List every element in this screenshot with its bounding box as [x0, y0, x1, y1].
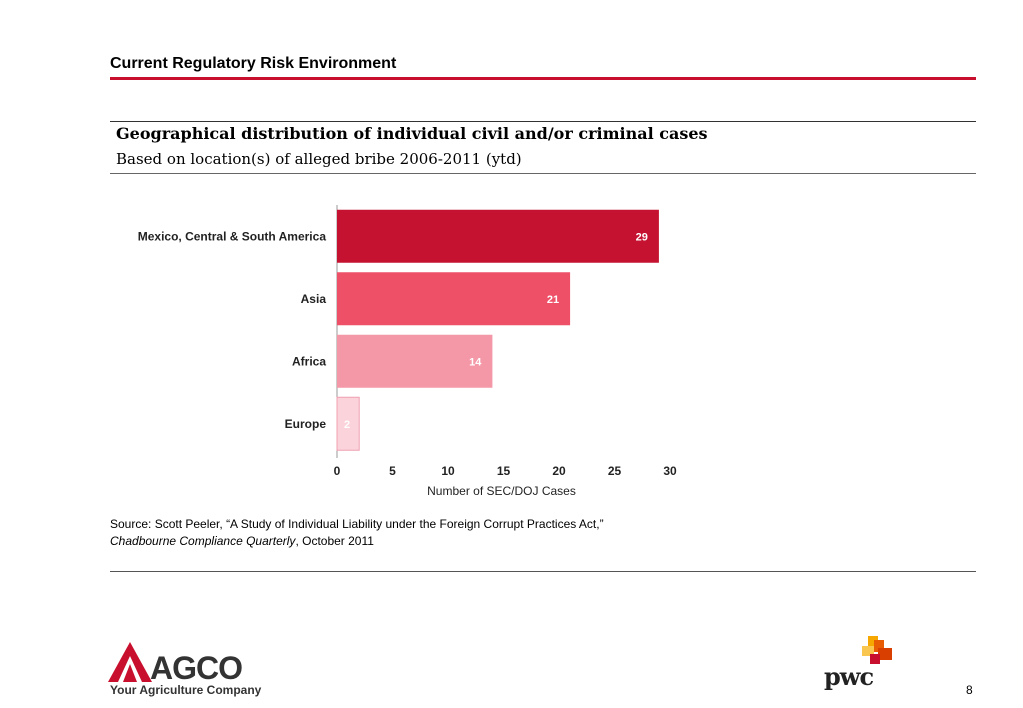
pwc-logo: pwc — [822, 634, 902, 694]
heading-top-rule — [110, 121, 976, 122]
agco-wordmark: AGCO — [150, 650, 243, 686]
bottom-rule — [110, 571, 976, 572]
data-label: 14 — [469, 356, 482, 368]
bar — [336, 396, 360, 451]
slide-title: Current Regulatory Risk Environment — [110, 55, 397, 72]
agco-tagline: Your Agriculture Company — [110, 683, 262, 697]
category-label: Asia — [301, 292, 327, 306]
x-tick-label: 5 — [389, 464, 396, 478]
bar — [337, 209, 659, 263]
source-prefix: Source: Scott Peeler, “A Study of Indivi… — [110, 517, 604, 531]
page-number: 8 — [966, 683, 973, 697]
chart-heading: Geographical distribution of individual … — [116, 124, 708, 143]
source-note: Source: Scott Peeler, “A Study of Indivi… — [110, 516, 670, 550]
category-label: Europe — [285, 417, 327, 431]
source-publication: Chadbourne Compliance Quarterly — [110, 534, 296, 548]
data-label: 29 — [636, 231, 648, 243]
title-rule — [110, 77, 976, 80]
x-tick-label: 15 — [497, 464, 511, 478]
heading-bottom-rule — [110, 173, 976, 174]
x-tick-label: 30 — [663, 464, 677, 478]
source-suffix: , October 2011 — [295, 534, 374, 548]
category-label: Africa — [292, 354, 326, 368]
data-label: 2 — [344, 419, 350, 431]
bar — [337, 334, 493, 388]
agco-triangle-icon — [108, 642, 152, 682]
x-tick-label: 10 — [441, 464, 455, 478]
chart-subheading: Based on location(s) of alleged bribe 20… — [116, 150, 522, 168]
x-tick-label: 25 — [608, 464, 622, 478]
data-label: 21 — [547, 294, 559, 306]
pwc-wordmark: pwc — [824, 662, 874, 691]
x-axis-label: Number of SEC/DOJ Cases — [427, 484, 576, 498]
x-tick-label: 0 — [334, 464, 341, 478]
x-tick-label: 20 — [552, 464, 566, 478]
agco-logo: AGCO Your Agriculture Company — [108, 640, 268, 702]
pwc-blocks-icon — [862, 636, 892, 664]
bar — [337, 272, 571, 326]
category-label: Mexico, Central & South America — [138, 229, 327, 243]
